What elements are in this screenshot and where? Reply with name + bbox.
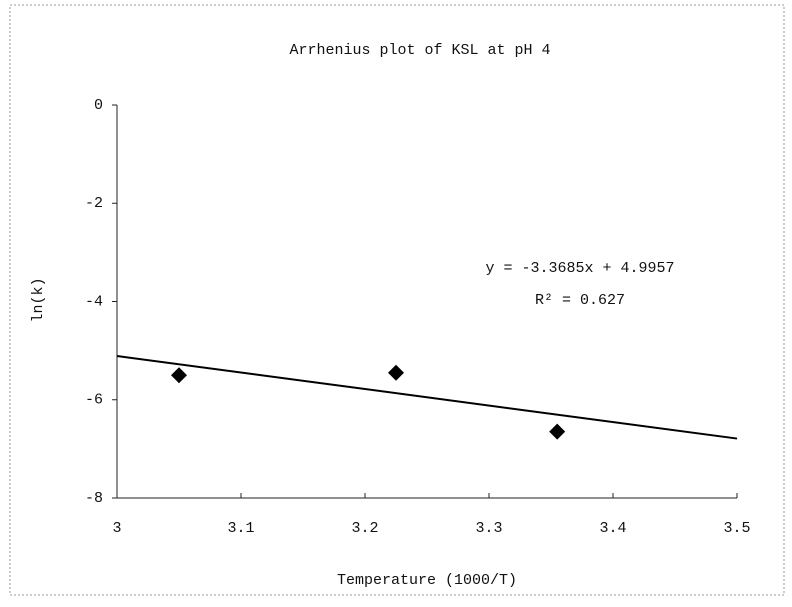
y-tick-label: -6 bbox=[85, 392, 103, 409]
x-tick-label: 3.4 bbox=[599, 520, 626, 537]
y-tick-label: -8 bbox=[85, 490, 103, 507]
x-tick-label: 3.2 bbox=[351, 520, 378, 537]
x-tick-label: 3 bbox=[112, 520, 121, 537]
annotation: R² = 0.627 bbox=[535, 292, 625, 309]
annotation: y = -3.3685x + 4.9957 bbox=[485, 260, 674, 277]
trendline bbox=[116, 355, 738, 440]
y-axis-label: ln(k) bbox=[30, 277, 47, 322]
y-tick-label: -4 bbox=[85, 293, 103, 310]
chart-frame bbox=[9, 4, 785, 596]
data-point bbox=[549, 423, 566, 440]
x-tick-label: 3.3 bbox=[475, 520, 502, 537]
data-point bbox=[171, 367, 187, 384]
y-tick-label: -2 bbox=[85, 195, 103, 212]
data-point bbox=[388, 364, 404, 381]
x-axis-label: Temperature (1000/T) bbox=[337, 572, 517, 589]
x-tick-label: 3.1 bbox=[227, 520, 254, 537]
chart-title: Arrhenius plot of KSL at pH 4 bbox=[289, 42, 550, 59]
x-tick-label: 3.5 bbox=[723, 520, 750, 537]
y-tick-label: 0 bbox=[94, 97, 103, 114]
